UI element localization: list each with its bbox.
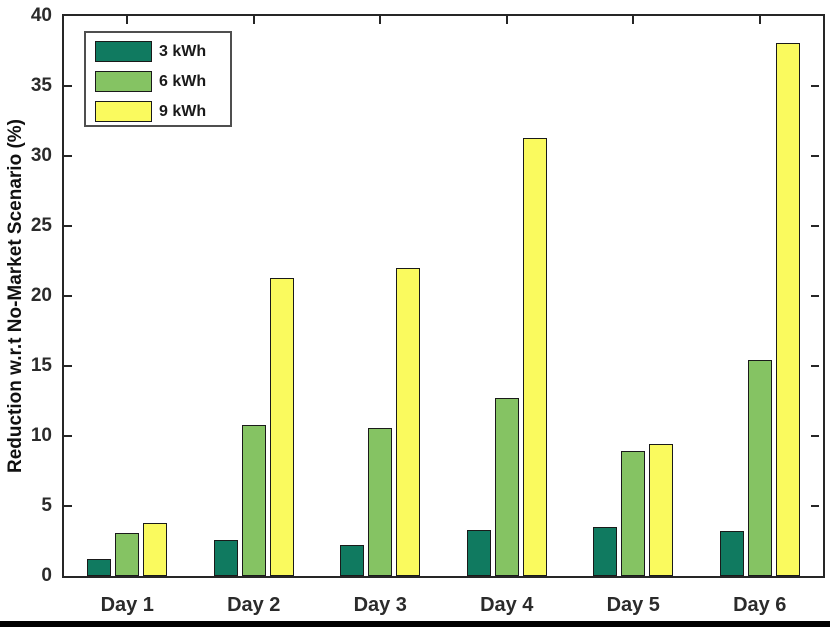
bar-9kwh-day6: [775, 42, 800, 576]
bar-6kwh-day5: [621, 451, 646, 576]
bar-9kwh-day4: [522, 137, 547, 576]
x-tick-mark-top: [126, 16, 129, 24]
legend-swatch-9kwh: [95, 101, 152, 122]
legend: 3 kWh 6 kWh 9 kWh: [84, 31, 232, 127]
x-tick-mark-top: [632, 16, 635, 24]
y-tick-label: 30: [30, 145, 52, 166]
bar-9kwh-day1: [143, 522, 168, 576]
y-tick-mark-left: [64, 435, 72, 437]
bar-6kwh-day1: [115, 532, 140, 576]
bar-3kwh-day1: [87, 559, 112, 576]
y-tick-mark-left: [64, 505, 72, 507]
y-tick-mark-right: [811, 295, 819, 297]
bar-9kwh-day5: [649, 444, 674, 576]
x-tick-label-day4: Day 4: [480, 594, 534, 616]
bar-9kwh-day2: [269, 277, 294, 576]
x-tick-label-day3: Day 3: [353, 594, 407, 616]
y-tick-label: 40: [30, 5, 52, 26]
y-tick-label: 35: [30, 75, 52, 96]
y-tick-mark-right: [811, 225, 819, 227]
legend-item-6kwh: 6 kWh: [95, 71, 230, 92]
y-tick-mark-right: [811, 155, 819, 157]
x-tick-label-day5: Day 5: [606, 594, 660, 616]
legend-label-9kwh: 9 kWh: [159, 103, 207, 120]
x-tick-mark-top: [252, 16, 255, 24]
x-tick-label-day1: Day 1: [100, 594, 154, 616]
y-tick-mark-left: [64, 295, 72, 297]
bottom-border-bar: [0, 621, 830, 627]
y-tick-mark-left: [64, 365, 72, 367]
bar-3kwh-day5: [593, 527, 618, 576]
y-tick-mark-right: [811, 505, 819, 507]
y-tick-mark-right: [811, 365, 819, 367]
y-tick-label: 15: [30, 355, 52, 376]
y-tick-label: 20: [30, 285, 52, 306]
bar-3kwh-day6: [719, 531, 744, 576]
bar-3kwh-day3: [340, 545, 365, 576]
y-tick-label: 0: [41, 565, 52, 586]
x-tick-label-day6: Day 6: [733, 594, 787, 616]
x-tick-label-day2: Day 2: [227, 594, 281, 616]
bar-3kwh-day2: [213, 539, 238, 576]
x-tick-mark-top: [758, 16, 761, 24]
y-tick-mark-right: [811, 435, 819, 437]
y-tick-label: 5: [41, 495, 52, 516]
legend-swatch-6kwh: [95, 71, 152, 92]
x-tick-mark-top: [505, 16, 508, 24]
legend-item-9kwh: 9 kWh: [95, 101, 230, 122]
y-tick-mark-right: [811, 85, 819, 87]
bar-6kwh-day6: [747, 360, 772, 576]
legend-label-3kwh: 3 kWh: [159, 43, 207, 60]
y-tick-label: 25: [30, 215, 52, 236]
y-tick-mark-left: [64, 225, 72, 227]
legend-label-6kwh: 6 kWh: [159, 73, 207, 90]
bar-3kwh-day4: [466, 529, 491, 576]
bar-9kwh-day3: [396, 268, 421, 576]
legend-item-3kwh: 3 kWh: [95, 41, 230, 62]
x-tick-mark-top: [379, 16, 382, 24]
y-tick-mark-left: [64, 85, 72, 87]
y-tick-mark-left: [64, 155, 72, 157]
y-tick-label: 10: [30, 425, 52, 446]
bar-6kwh-day2: [241, 424, 266, 576]
legend-swatch-3kwh: [95, 41, 152, 62]
bar-6kwh-day4: [494, 398, 519, 576]
bar-6kwh-day3: [368, 427, 393, 576]
